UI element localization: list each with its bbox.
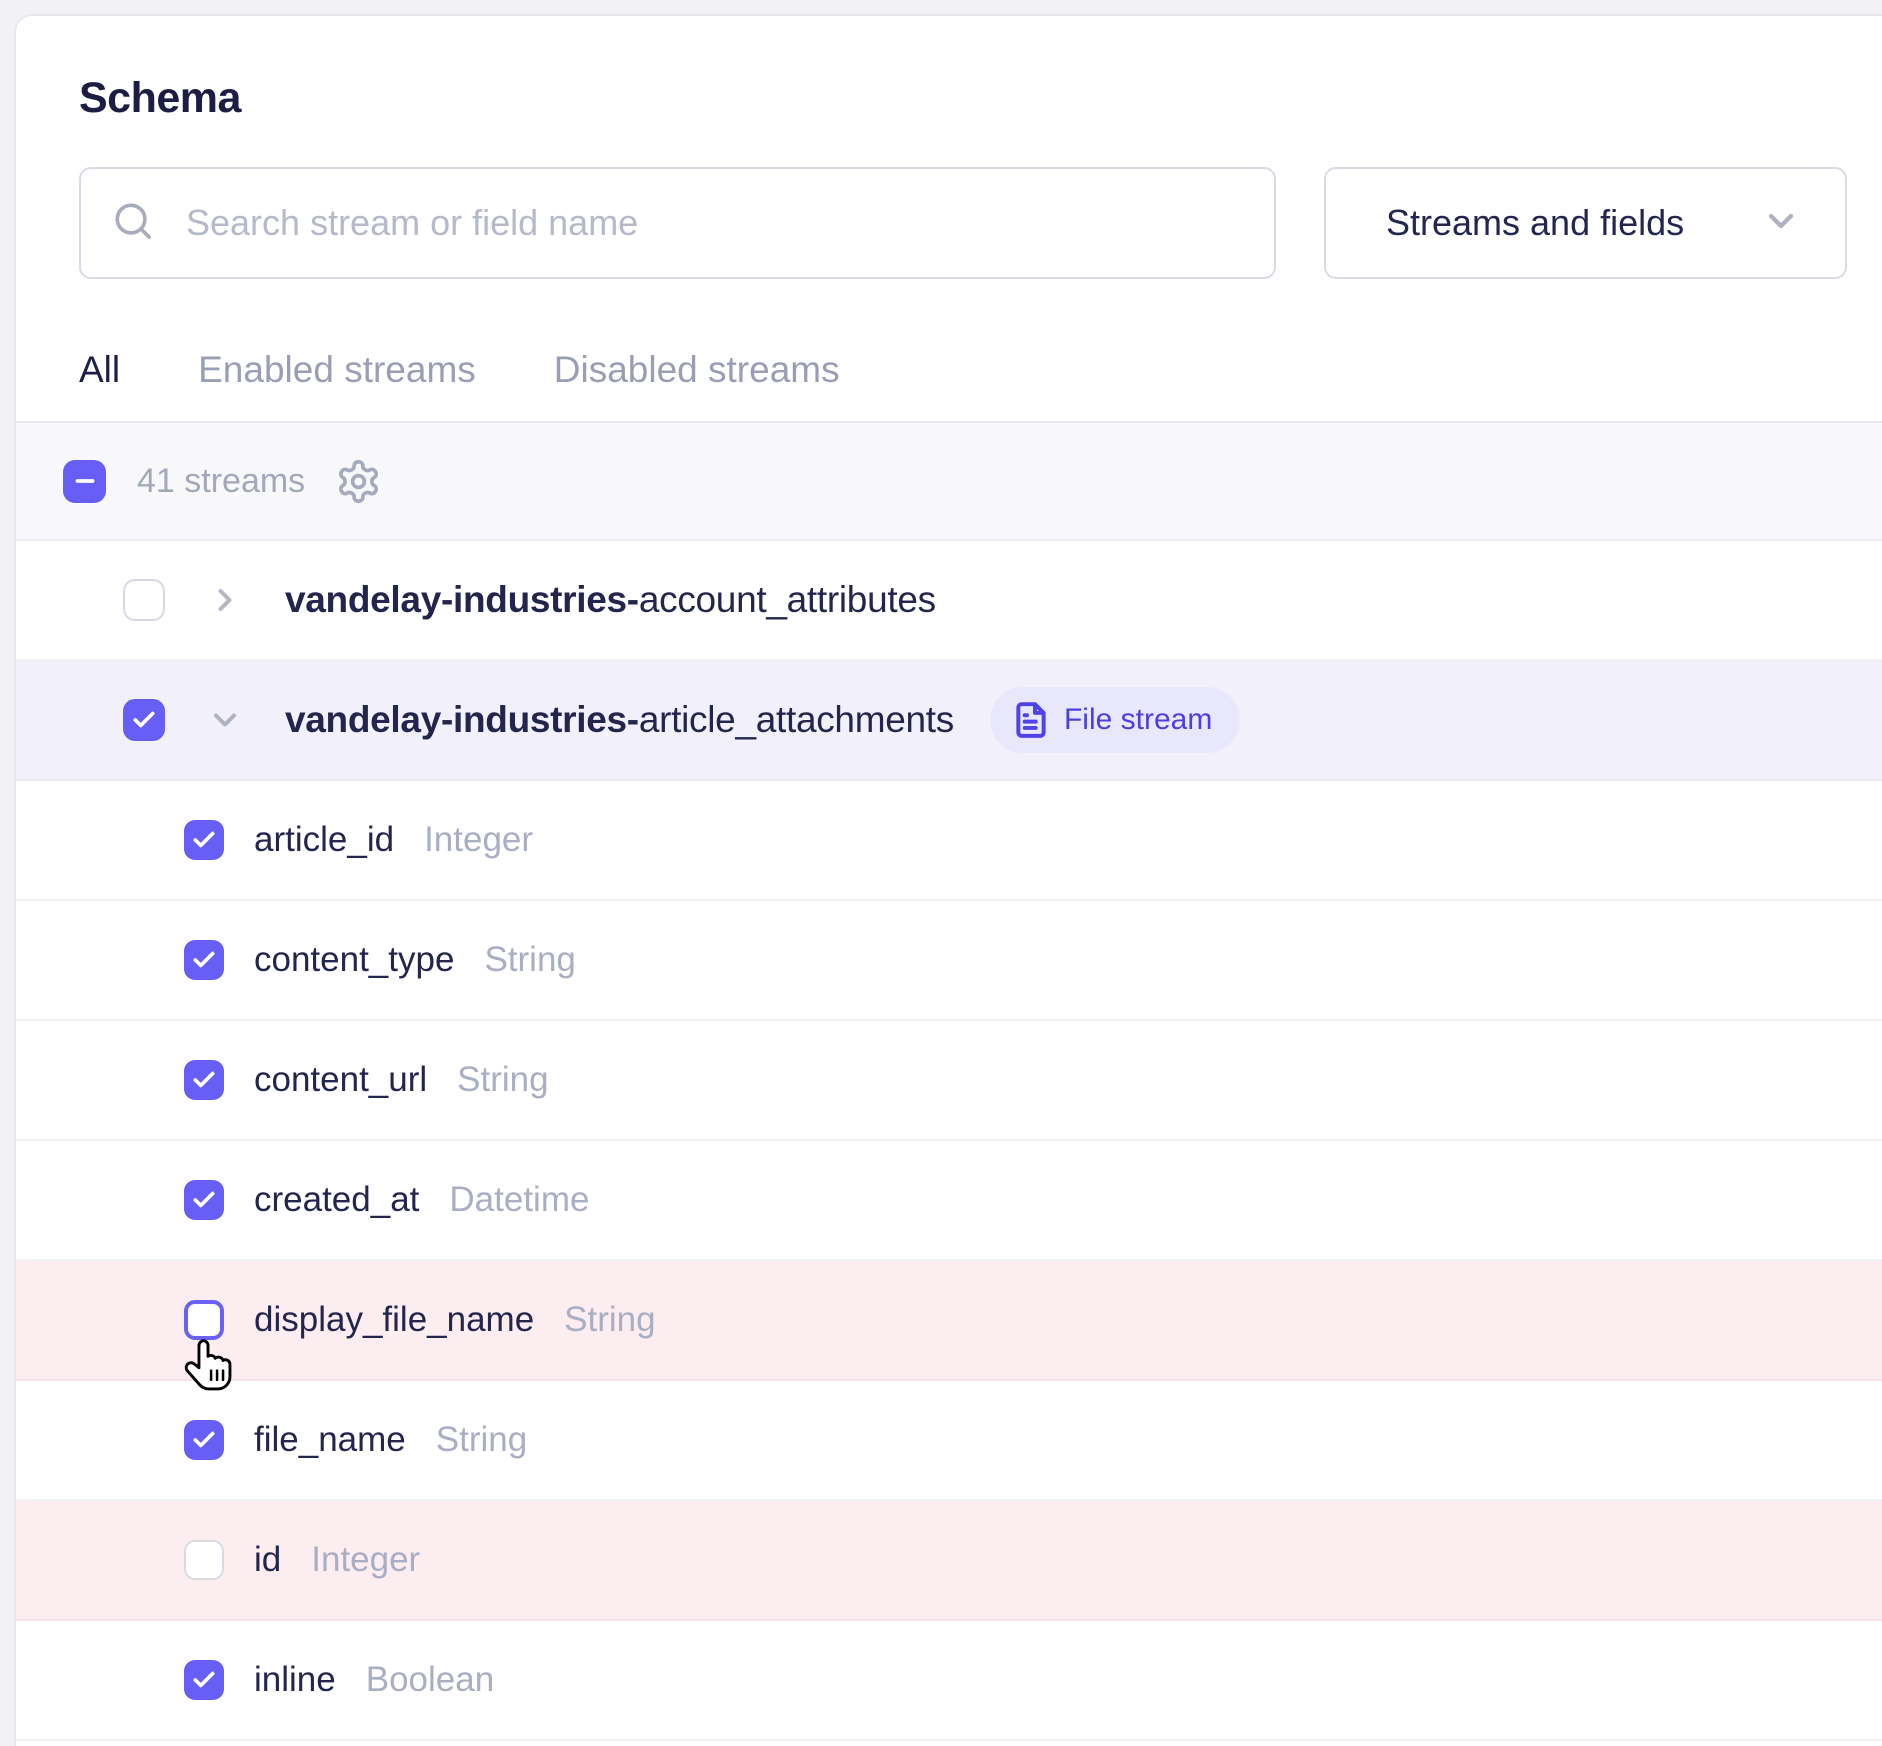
field-type: String — [564, 1300, 656, 1339]
field-type: String — [435, 1420, 528, 1459]
field-checkbox[interactable] — [184, 1540, 224, 1580]
streams-table: 41 streams vandelay-industries-account_a… — [16, 421, 1882, 1741]
search-icon — [110, 198, 156, 249]
field-name: content_type — [254, 940, 455, 979]
stream-row[interactable]: vandelay-industries-article_attachments F… — [16, 661, 1882, 781]
field-row[interactable]: content_type String — [16, 901, 1882, 1021]
field-type: String — [484, 940, 576, 979]
field-row[interactable]: file_name String — [16, 1381, 1882, 1501]
file-stream-badge: File stream — [989, 687, 1241, 753]
field-checkbox[interactable] — [184, 1300, 224, 1340]
tab-disabled-streams[interactable]: Disabled streams — [553, 349, 840, 390]
field-name: inline — [254, 1660, 336, 1699]
field-name: article_id — [254, 820, 395, 859]
field-name: id — [254, 1540, 282, 1579]
field-type: Integer — [424, 820, 534, 859]
field-name: content_url — [254, 1060, 428, 1099]
field-row[interactable]: article_id Integer — [16, 781, 1882, 901]
stream-name-prefix: vandelay-industries- — [285, 579, 639, 620]
chevron-down-icon — [1761, 201, 1801, 246]
schema-card: Schema Streams and fields All Enabled str… — [14, 14, 1882, 1746]
field-type: Integer — [311, 1540, 421, 1579]
field-name: file_name — [254, 1420, 406, 1459]
field-checkbox[interactable] — [184, 1180, 224, 1220]
field-type: Boolean — [365, 1660, 495, 1699]
field-row[interactable]: id Integer — [16, 1501, 1882, 1621]
filter-dropdown-value: Streams and fields — [1386, 202, 1685, 243]
stream-checkbox[interactable] — [123, 579, 165, 621]
stream-name: vandelay-industries-article_attachments — [285, 699, 954, 741]
streams-count: 41 streams — [137, 461, 306, 500]
field-checkbox[interactable] — [184, 1660, 224, 1700]
filter-dropdown[interactable]: Streams and fields — [1324, 167, 1847, 279]
tab-bar: All Enabled streams Disabled streams — [60, 348, 840, 431]
streams-toolbar-row: 41 streams — [16, 421, 1882, 541]
field-checkbox[interactable] — [184, 820, 224, 860]
chevron-right-icon[interactable] — [207, 582, 243, 618]
field-row[interactable]: inline Boolean — [16, 1621, 1882, 1741]
field-row[interactable]: display_file_name String — [16, 1261, 1882, 1381]
stream-name-suffix: article_attachments — [638, 699, 954, 740]
chevron-down-icon[interactable] — [207, 702, 243, 738]
stream-name-prefix: vandelay-industries- — [285, 699, 639, 740]
stream-checkbox[interactable] — [123, 699, 165, 741]
badge-label: File stream — [1063, 703, 1213, 736]
page-title: Schema — [79, 74, 241, 122]
field-type: String — [457, 1060, 549, 1099]
field-checkbox[interactable] — [184, 940, 224, 980]
field-checkbox[interactable] — [184, 1420, 224, 1460]
gear-icon[interactable] — [335, 458, 382, 505]
stream-row[interactable]: vandelay-industries-account_attributes — [16, 541, 1882, 661]
search-input[interactable] — [186, 202, 1274, 244]
field-name: display_file_name — [254, 1300, 535, 1339]
field-name: created_at — [254, 1180, 420, 1219]
field-checkbox[interactable] — [184, 1060, 224, 1100]
select-all-checkbox[interactable] — [63, 459, 106, 503]
field-type: Datetime — [449, 1180, 590, 1219]
field-row[interactable]: created_at Datetime — [16, 1141, 1882, 1261]
tab-all[interactable]: All — [60, 348, 139, 431]
field-row[interactable]: content_url String — [16, 1021, 1882, 1141]
stream-name: vandelay-industries-account_attributes — [285, 579, 936, 621]
tab-enabled-streams[interactable]: Enabled streams — [198, 349, 476, 390]
file-text-icon — [1012, 699, 1050, 741]
stream-name-suffix: account_attributes — [638, 579, 936, 620]
search-input-wrapper[interactable] — [79, 167, 1276, 279]
